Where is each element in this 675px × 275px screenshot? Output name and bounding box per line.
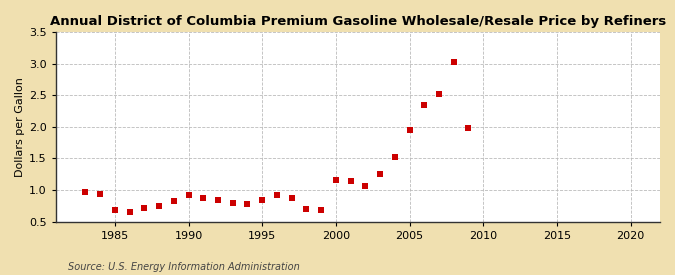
Point xyxy=(433,92,444,96)
Point xyxy=(345,178,356,183)
Point xyxy=(154,204,165,208)
Title: Annual District of Columbia Premium Gasoline Wholesale/Resale Price by Refiners: Annual District of Columbia Premium Gaso… xyxy=(50,15,666,28)
Point xyxy=(95,192,105,196)
Point xyxy=(80,190,91,194)
Point xyxy=(198,196,209,200)
Point xyxy=(331,178,342,182)
Point xyxy=(404,128,415,132)
Point xyxy=(227,200,238,205)
Point xyxy=(139,206,150,210)
Point xyxy=(419,103,430,108)
Point xyxy=(463,126,474,130)
Point xyxy=(256,198,267,202)
Point xyxy=(124,210,135,214)
Point xyxy=(316,208,327,213)
Y-axis label: Dollars per Gallon: Dollars per Gallon xyxy=(15,77,25,177)
Point xyxy=(389,154,400,159)
Point xyxy=(109,208,120,213)
Point xyxy=(360,183,371,188)
Point xyxy=(183,192,194,197)
Point xyxy=(213,198,223,202)
Point xyxy=(271,193,282,197)
Point xyxy=(375,171,385,176)
Point xyxy=(448,59,459,64)
Point xyxy=(168,199,179,203)
Point xyxy=(242,202,253,206)
Point xyxy=(301,207,312,211)
Text: Source: U.S. Energy Information Administration: Source: U.S. Energy Information Administ… xyxy=(68,262,299,272)
Point xyxy=(286,196,297,200)
